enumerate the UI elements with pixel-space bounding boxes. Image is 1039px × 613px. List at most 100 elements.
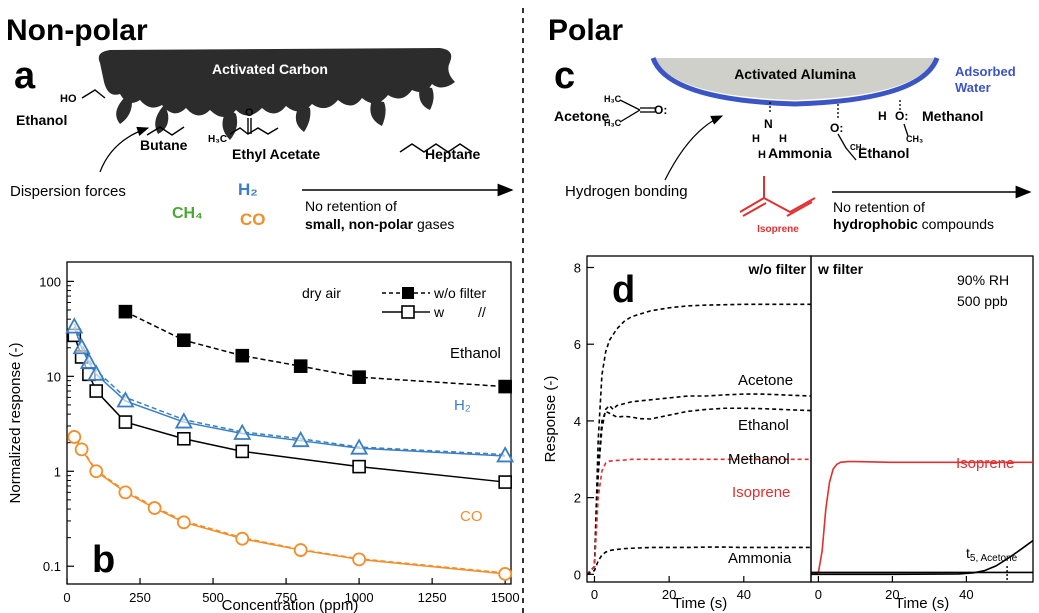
data-point xyxy=(235,348,250,363)
data-point xyxy=(498,475,512,489)
x-tick-label: 1000 xyxy=(345,590,374,605)
adsorbed-water-layer xyxy=(650,57,940,107)
methanol-o: O: xyxy=(895,109,908,123)
panel-label-d: d xyxy=(612,269,635,311)
y-tick-label: 4 xyxy=(574,414,581,429)
x-tick-label: 0 xyxy=(63,590,70,605)
methanol-ch3: CH₃ xyxy=(906,134,923,144)
retention-c-line1: No retention of xyxy=(833,199,925,215)
series-line xyxy=(73,323,506,456)
mol-ethanol-a: Ethanol xyxy=(16,112,67,128)
x-tick-label: 0 xyxy=(591,587,598,602)
label-isoprene-left: Isoprene xyxy=(732,484,790,501)
retention-c-line2: hydrophobic compounds xyxy=(833,216,994,232)
data-point xyxy=(350,438,369,455)
mol-heptane: Heptane xyxy=(425,146,480,162)
series-label-ethanol: Ethanol xyxy=(450,345,501,362)
x-tick-label: 750 xyxy=(275,590,297,605)
gas-co: CO xyxy=(240,210,266,229)
legend-wo-filter: w/o filter xyxy=(433,285,486,301)
data-point xyxy=(235,444,250,459)
data-point xyxy=(74,442,89,457)
gas-ch4: CH₄ xyxy=(172,205,203,222)
mol-acetone: Acetone xyxy=(554,108,609,124)
annotation-rh: 90% RH xyxy=(957,272,1009,288)
series-line xyxy=(125,310,506,388)
legend-ditto: // xyxy=(478,304,486,320)
chart-b-ylabel: Normalized response (-) xyxy=(7,343,24,504)
x-tick-label: 1500 xyxy=(491,590,520,605)
mol-ethyl-acetate: Ethyl Acetate xyxy=(232,146,320,162)
y-tick-label: 6 xyxy=(574,337,581,352)
data-point xyxy=(87,364,106,381)
label-acetone: Acetone xyxy=(738,372,793,389)
x-tick-label: 250 xyxy=(129,590,151,605)
series-line xyxy=(586,303,811,575)
header-nonpolar: Non-polar xyxy=(6,14,148,47)
hbond-arrow xyxy=(664,115,724,181)
o-label: O xyxy=(245,107,254,119)
activated-alumina xyxy=(655,58,935,100)
label-ethanol: Ethanol xyxy=(738,417,789,434)
isoprene-structure xyxy=(739,176,816,217)
y-tick-label: 0.1 xyxy=(43,559,61,574)
data-point xyxy=(235,531,250,546)
subplot-title-w: w filter xyxy=(817,261,864,277)
data-point xyxy=(89,464,104,479)
series-line xyxy=(586,458,811,575)
legend-marker-w xyxy=(401,305,415,319)
data-point xyxy=(79,352,98,369)
series-line xyxy=(73,436,506,575)
series-line xyxy=(73,326,506,457)
label-methanol: Methanol xyxy=(728,451,790,468)
x-tick-label: 500 xyxy=(202,590,224,605)
data-point xyxy=(293,359,308,373)
acetone-ch3-bottom: H₃C xyxy=(604,118,622,128)
series-label-co: CO xyxy=(460,508,483,525)
mol-butane: Butane xyxy=(140,137,188,153)
data-point xyxy=(496,446,515,463)
mol-ammonia: Ammonia xyxy=(768,145,832,161)
annotation-ppb: 500 ppb xyxy=(957,293,1008,309)
legend-marker-wo xyxy=(402,287,414,299)
ammonia-h2: H xyxy=(779,133,787,145)
dispersion-arrow xyxy=(99,126,150,173)
x-tick-label: 40 xyxy=(959,587,973,602)
data-point xyxy=(116,391,135,408)
label-isoprene-right: Isoprene xyxy=(956,455,1014,472)
molecule-skeletons-a xyxy=(81,89,473,153)
header-polar: Polar xyxy=(548,14,623,47)
x-tick-label: 20 xyxy=(662,587,676,602)
series-line xyxy=(73,335,506,483)
chart-b-xlabel: Concentration (ppm) xyxy=(222,597,359,613)
data-point xyxy=(89,384,104,398)
acetone-ch3-top: H₃C xyxy=(604,94,622,104)
chart-d-left-xlabel: Time (s) xyxy=(673,595,727,612)
acetone-o: O: xyxy=(654,103,667,117)
y-tick-label: 100 xyxy=(39,274,61,289)
ho-label: HO xyxy=(60,93,77,105)
t5-acetone-label: t5, Acetone xyxy=(966,545,1018,564)
y-tick-label: 10 xyxy=(47,369,61,384)
data-point xyxy=(118,485,133,500)
retention-a-line1: No retention of xyxy=(305,198,397,214)
series-line xyxy=(810,460,1033,576)
data-point xyxy=(177,431,191,446)
chart-d: 0 2 4 6 8 0 20 40 0 20 40 Response (-) Time (s) Ti… xyxy=(542,255,1034,612)
data-point xyxy=(352,459,366,474)
gas-h2: H₂ xyxy=(238,180,258,199)
panel-label-c: c xyxy=(554,55,575,97)
data-point xyxy=(352,552,367,567)
data-point xyxy=(352,370,366,384)
ethanol-ch2: CH₂ xyxy=(850,143,866,152)
dispersion-label: Dispersion forces xyxy=(10,183,126,200)
data-point xyxy=(65,317,84,334)
series-line xyxy=(73,434,506,574)
panel-label-b: b xyxy=(92,539,115,581)
x-tick-label: 20 xyxy=(885,587,899,602)
chart-b-frame xyxy=(66,261,512,585)
data-point xyxy=(498,379,512,394)
data-point xyxy=(291,430,310,448)
carbon-label: Activated Carbon xyxy=(212,61,328,77)
